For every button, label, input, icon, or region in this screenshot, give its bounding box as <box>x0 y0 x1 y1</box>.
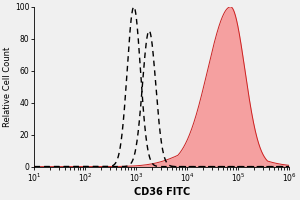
X-axis label: CD36 FITC: CD36 FITC <box>134 187 190 197</box>
Y-axis label: Relative Cell Count: Relative Cell Count <box>3 47 12 127</box>
